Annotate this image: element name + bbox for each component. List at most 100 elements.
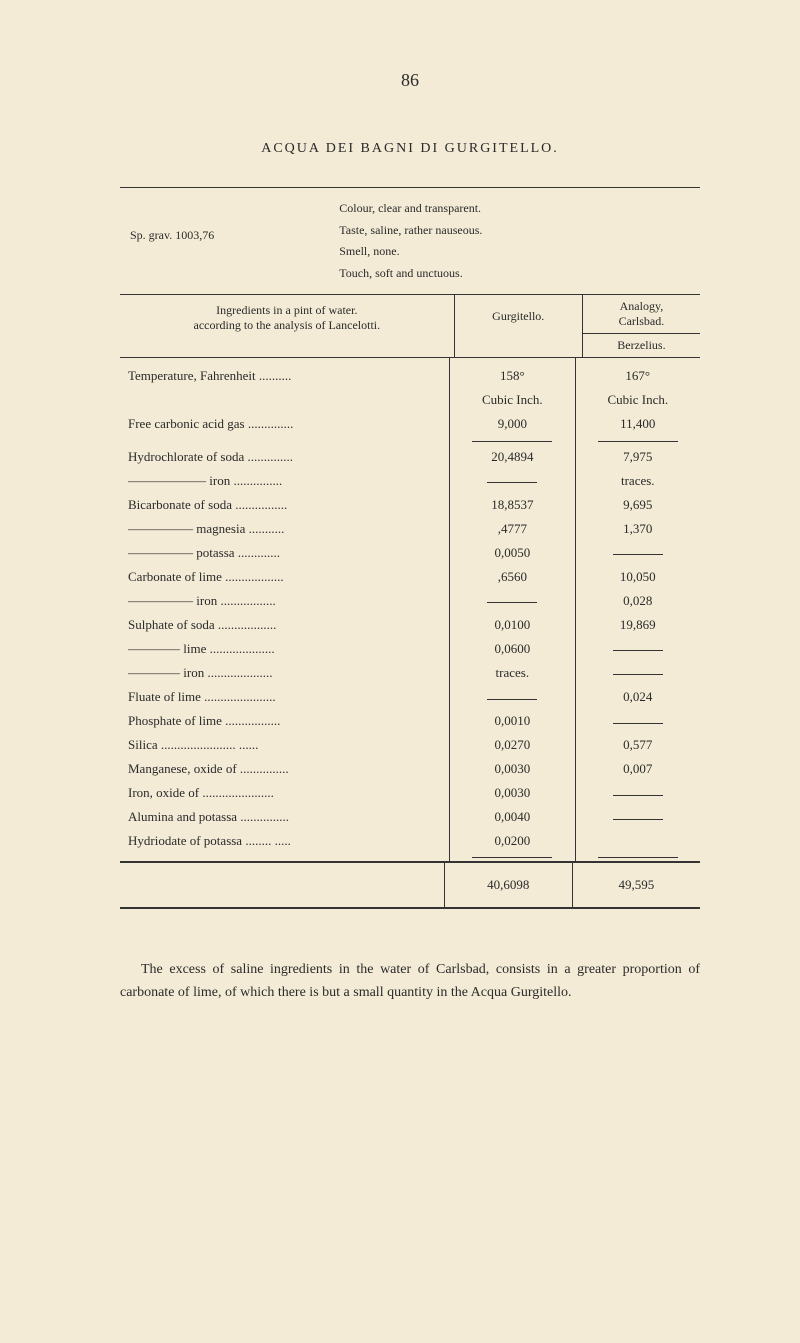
row-value-gurgitello: 0,0030 (449, 757, 574, 781)
table-row: Sulphate of soda ..................0,010… (120, 613, 700, 637)
row-value-carlsbad: Cubic Inch. (575, 388, 700, 412)
table-header-properties: Sp. grav. 1003,76 Colour, clear and tran… (120, 187, 700, 295)
row-label: ————— magnesia ........... (120, 517, 449, 541)
row-value-carlsbad (575, 637, 700, 661)
row-value-carlsbad: 9,695 (575, 493, 700, 517)
table-row: Iron, oxide of ......................0,0… (120, 781, 700, 805)
row-separator (120, 853, 700, 861)
row-value-gurgitello: 0,0040 (449, 805, 574, 829)
row-label: Sulphate of soda .................. (120, 613, 449, 637)
table-row: ———— iron ....................traces. (120, 661, 700, 685)
row-value-gurgitello: 158° (449, 364, 574, 388)
row-label: Manganese, oxide of ............... (120, 757, 449, 781)
table-column-headers: Ingredients in a pint of water. accordin… (120, 295, 700, 358)
title: ACQUA DEI BAGNI DI GURGITELLO. (120, 141, 700, 157)
col-header-analogy: Analogy, Carlsbad. Berzelius. (582, 295, 700, 357)
table-row: ————— magnesia ...........,47771,370 (120, 517, 700, 541)
table-row: Alumina and potassa ...............0,004… (120, 805, 700, 829)
row-label (120, 388, 449, 412)
smell: Smell, none. (339, 241, 700, 263)
table-row: Bicarbonate of soda ................18,8… (120, 493, 700, 517)
total-carlsbad: 49,595 (572, 863, 700, 907)
row-value-carlsbad: 0,007 (575, 757, 700, 781)
total-row: 40,6098 49,595 (120, 863, 700, 909)
row-value-carlsbad (575, 661, 700, 685)
table-row: Hydriodate of potassa ........ .....0,02… (120, 829, 700, 853)
table-row: ————— potassa .............0,0050 (120, 541, 700, 565)
row-value-gurgitello: ,6560 (449, 565, 574, 589)
touch: Touch, soft and unctuous. (339, 263, 700, 285)
row-value-gurgitello: Cubic Inch. (449, 388, 574, 412)
table-row: Carbonate of lime ..................,656… (120, 565, 700, 589)
row-value-carlsbad: 7,975 (575, 445, 700, 469)
row-value-gurgitello: 9,000 (449, 412, 574, 436)
row-value-gurgitello: 0,0270 (449, 733, 574, 757)
row-value-carlsbad: 19,869 (575, 613, 700, 637)
row-value-carlsbad (575, 829, 700, 853)
col-header-ingredients: Ingredients in a pint of water. accordin… (120, 295, 454, 357)
analogy-berzelius: Berzelius. (583, 334, 700, 357)
taste: Taste, saline, rather nauseous. (339, 220, 700, 242)
colour: Colour, clear and transparent. (339, 198, 700, 220)
row-value-gurgitello: 20,4894 (449, 445, 574, 469)
row-label: Carbonate of lime .................. (120, 565, 449, 589)
page: 86 ACQUA DEI BAGNI DI GURGITELLO. Sp. gr… (0, 0, 800, 1343)
row-value-gurgitello: 0,0030 (449, 781, 574, 805)
row-value-gurgitello (449, 469, 574, 493)
table-row: Silica ....................... ......0,0… (120, 733, 700, 757)
row-label: —————— iron ............... (120, 469, 449, 493)
row-label: Bicarbonate of soda ................ (120, 493, 449, 517)
row-value-carlsbad: 0,577 (575, 733, 700, 757)
table-row: Fluate of lime ...................... 0,0… (120, 685, 700, 709)
row-value-carlsbad: 167° (575, 364, 700, 388)
row-label: ————— potassa ............. (120, 541, 449, 565)
properties-list: Colour, clear and transparent. Taste, sa… (324, 198, 700, 284)
row-value-carlsbad: 1,370 (575, 517, 700, 541)
row-value-gurgitello: 0,0010 (449, 709, 574, 733)
table-row: Cubic Inch.Cubic Inch. (120, 388, 700, 412)
row-label: Temperature, Fahrenheit .......... (120, 364, 449, 388)
row-label: Hydriodate of potassa ........ ..... (120, 829, 449, 853)
row-label: Phosphate of lime ................. (120, 709, 449, 733)
row-value-carlsbad (575, 541, 700, 565)
row-value-carlsbad: traces. (575, 469, 700, 493)
row-value-gurgitello: 0,0100 (449, 613, 574, 637)
row-label: Free carbonic acid gas .............. (120, 412, 449, 436)
total-gurgitello: 40,6098 (444, 863, 572, 907)
sp-grav: Sp. grav. 1003,76 (120, 198, 324, 284)
table-row: ———— lime ....................0,0600 (120, 637, 700, 661)
row-value-carlsbad: 10,050 (575, 565, 700, 589)
row-label: ———— iron .................... (120, 661, 449, 685)
row-value-gurgitello: 0,0050 (449, 541, 574, 565)
row-value-gurgitello: 18,8537 (449, 493, 574, 517)
row-label: Fluate of lime ...................... (120, 685, 449, 709)
page-number: 86 (120, 70, 700, 91)
row-value-gurgitello: 0,0600 (449, 637, 574, 661)
table-row: Hydrochlorate of soda ..............20,4… (120, 445, 700, 469)
row-value-carlsbad: 0,028 (575, 589, 700, 613)
row-label: Iron, oxide of ...................... (120, 781, 449, 805)
col-header-gurgitello: Gurgitello. (454, 295, 582, 357)
row-value-carlsbad (575, 709, 700, 733)
data-rows: Temperature, Fahrenheit ..........158°16… (120, 358, 700, 863)
body-paragraph: The excess of saline ingredients in the … (120, 959, 700, 1004)
row-value-gurgitello (449, 685, 574, 709)
analogy-carlsbad: Analogy, Carlsbad. (583, 295, 700, 334)
table-row: Free carbonic acid gas ..............9,0… (120, 412, 700, 436)
row-value-gurgitello: 0,0200 (449, 829, 574, 853)
row-label: ———— lime .................... (120, 637, 449, 661)
row-label: Hydrochlorate of soda .............. (120, 445, 449, 469)
row-value-gurgitello: ,4777 (449, 517, 574, 541)
row-value-carlsbad (575, 781, 700, 805)
row-value-gurgitello: traces. (449, 661, 574, 685)
row-separator (120, 437, 700, 445)
row-value-carlsbad: 11,400 (575, 412, 700, 436)
row-value-carlsbad: 0,024 (575, 685, 700, 709)
table-row: —————— iron ............... traces. (120, 469, 700, 493)
table-row: Temperature, Fahrenheit ..........158°16… (120, 364, 700, 388)
row-value-carlsbad (575, 805, 700, 829)
row-label: Alumina and potassa ............... (120, 805, 449, 829)
table-row: Manganese, oxide of ...............0,003… (120, 757, 700, 781)
row-label: Silica ....................... ...... (120, 733, 449, 757)
row-label: ————— iron ................. (120, 589, 449, 613)
